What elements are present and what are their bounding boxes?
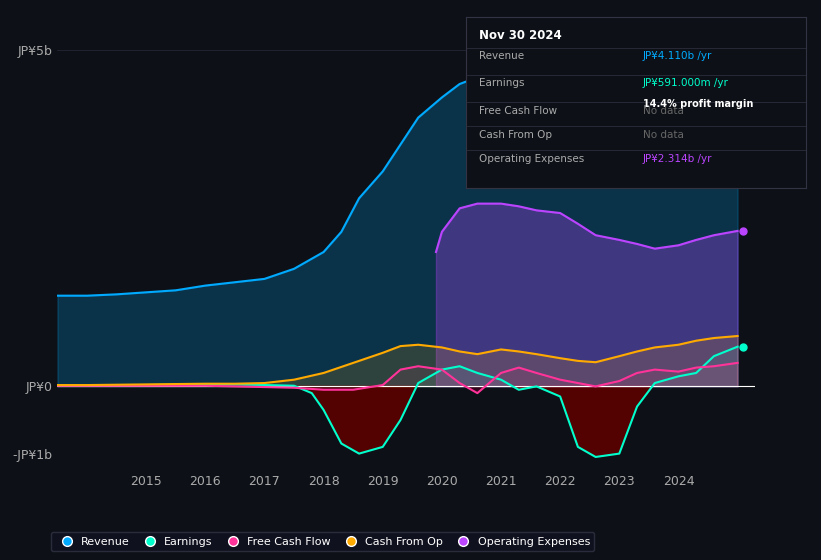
Text: 14.4% profit margin: 14.4% profit margin xyxy=(643,99,753,109)
Text: Free Cash Flow: Free Cash Flow xyxy=(479,106,557,116)
Text: Nov 30 2024: Nov 30 2024 xyxy=(479,29,562,42)
Legend: Revenue, Earnings, Free Cash Flow, Cash From Op, Operating Expenses: Revenue, Earnings, Free Cash Flow, Cash … xyxy=(51,532,594,551)
Text: Operating Expenses: Operating Expenses xyxy=(479,153,585,164)
Text: JP¥591.000m /yr: JP¥591.000m /yr xyxy=(643,78,728,88)
Text: No data: No data xyxy=(643,130,684,139)
Text: JP¥2.314b /yr: JP¥2.314b /yr xyxy=(643,153,712,164)
Text: JP¥4.110b /yr: JP¥4.110b /yr xyxy=(643,51,712,61)
Text: Revenue: Revenue xyxy=(479,51,525,61)
Text: Cash From Op: Cash From Op xyxy=(479,130,553,139)
Text: No data: No data xyxy=(643,106,684,116)
Text: Earnings: Earnings xyxy=(479,78,525,88)
